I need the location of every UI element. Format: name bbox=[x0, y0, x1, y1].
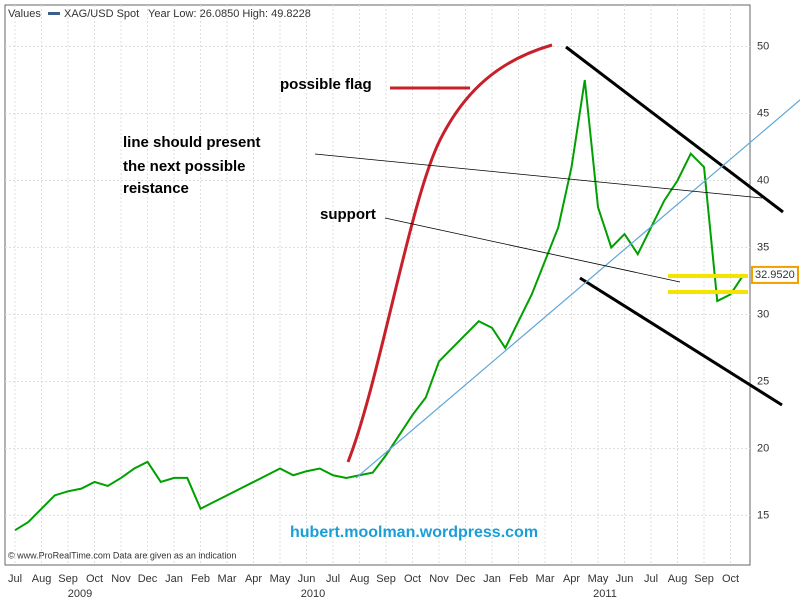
legend-swatch bbox=[48, 12, 60, 15]
x-tick-label: Oct bbox=[722, 573, 739, 585]
x-tick-label: Aug bbox=[32, 573, 52, 585]
x-tick-label: Feb bbox=[191, 573, 210, 585]
annotation: the next possible bbox=[123, 158, 246, 175]
last-value-label: 32.9520 bbox=[755, 269, 795, 281]
x-tick-label: Nov bbox=[429, 573, 449, 585]
annotation: support bbox=[320, 206, 376, 223]
x-tick-label: Sep bbox=[376, 573, 396, 585]
x-tick-label: Jul bbox=[326, 573, 340, 585]
x-tick-label: Feb bbox=[509, 573, 528, 585]
x-tick-label: Mar bbox=[218, 573, 237, 585]
y-tick-label: 15 bbox=[757, 509, 769, 521]
x-tick-label: Aug bbox=[350, 573, 370, 585]
channel-bottom bbox=[579, 276, 783, 407]
y-tick-label: 30 bbox=[757, 308, 769, 320]
x-tick-label: Jul bbox=[644, 573, 658, 585]
x-tick-label: Jan bbox=[483, 573, 501, 585]
year-label: 2009 bbox=[68, 588, 92, 600]
x-tick-label: Dec bbox=[456, 573, 476, 585]
x-tick-label: Oct bbox=[86, 573, 103, 585]
watermark: hubert.moolman.wordpress.com bbox=[290, 524, 538, 541]
year-label: 2010 bbox=[301, 588, 325, 600]
x-tick-label: Mar bbox=[536, 573, 555, 585]
y-tick-label: 20 bbox=[757, 442, 769, 454]
x-tick-label: May bbox=[270, 573, 291, 585]
x-tick-label: Sep bbox=[694, 573, 714, 585]
x-tick-label: May bbox=[588, 573, 609, 585]
x-tick-label: Jun bbox=[298, 573, 316, 585]
footer: © www.ProRealTime.com Data are given as … bbox=[8, 550, 236, 560]
highlight bbox=[668, 290, 748, 294]
support-arrow bbox=[384, 217, 681, 283]
highlight bbox=[668, 274, 748, 278]
x-tick-label: Aug bbox=[668, 573, 688, 585]
header-series: XAG/USD Spot bbox=[64, 8, 139, 20]
x-tick-label: Jan bbox=[165, 573, 183, 585]
annotation: possible flag bbox=[280, 76, 372, 93]
x-tick-label: Jun bbox=[616, 573, 634, 585]
y-tick-label: 45 bbox=[757, 107, 769, 119]
x-tick-label: Dec bbox=[138, 573, 158, 585]
price-line bbox=[14, 79, 745, 532]
x-tick-label: Apr bbox=[245, 573, 262, 585]
annotation: reistance bbox=[123, 180, 189, 197]
annotation: line should present bbox=[123, 134, 261, 151]
x-tick-label: Apr bbox=[563, 573, 580, 585]
y-tick-label: 35 bbox=[757, 241, 769, 253]
year-label: 2011 bbox=[593, 588, 617, 600]
channel-top bbox=[565, 45, 784, 214]
y-tick-label: 50 bbox=[757, 40, 769, 52]
flag-curve bbox=[346, 43, 553, 463]
header-label: Values bbox=[8, 8, 41, 20]
x-tick-label: Jul bbox=[8, 573, 22, 585]
x-tick-label: Nov bbox=[111, 573, 131, 585]
header-range: Year Low: 26.0850 High: 49.8228 bbox=[148, 8, 311, 20]
x-tick-label: Sep bbox=[58, 573, 78, 585]
last-value-box bbox=[751, 265, 799, 284]
y-tick-label: 25 bbox=[757, 375, 769, 387]
x-tick-label: Oct bbox=[404, 573, 421, 585]
resistance-arrow bbox=[314, 153, 763, 199]
trend-line bbox=[355, 99, 800, 479]
y-tick-label: 40 bbox=[757, 174, 769, 186]
